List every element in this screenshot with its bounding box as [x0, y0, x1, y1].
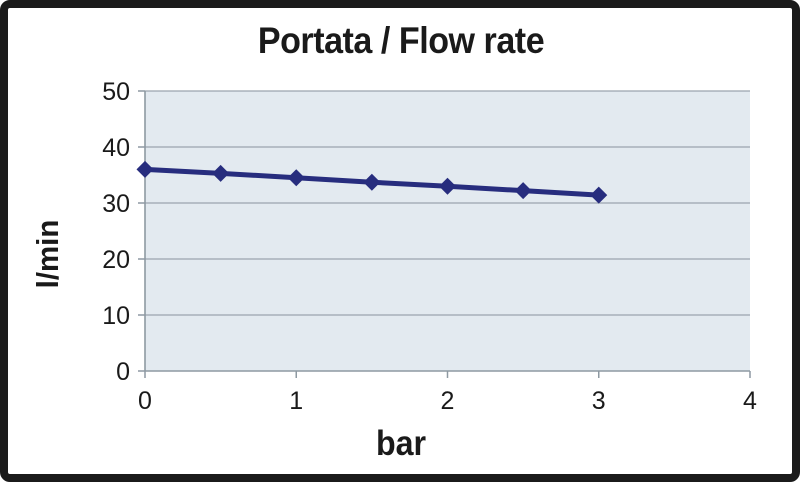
y-tick-label: 30 — [102, 190, 130, 218]
data-point-marker — [287, 169, 305, 187]
x-tick-label: 1 — [289, 387, 303, 415]
y-tick-label: 50 — [102, 78, 130, 106]
y-tick-label: 20 — [102, 246, 130, 274]
plot-area — [145, 91, 750, 371]
y-tick-label: 0 — [116, 358, 130, 386]
x-tick-label: 2 — [441, 387, 455, 415]
x-tick-label: 3 — [592, 387, 606, 415]
y-tick-label: 40 — [102, 134, 130, 162]
chart-title: Portata / Flow rate — [257, 20, 545, 61]
x-axis-label: bar — [375, 424, 427, 463]
y-tick-label: 10 — [102, 302, 130, 330]
data-point-marker — [136, 160, 154, 178]
data-point-marker — [514, 182, 532, 200]
data-point-marker — [590, 186, 608, 204]
data-point-marker — [212, 164, 230, 182]
x-tick-label: 0 — [138, 387, 152, 415]
data-point-marker — [439, 177, 456, 195]
x-tick-label: 4 — [743, 387, 757, 415]
flow-rate-chart: 0 10 20 30 40 50 0 1 2 3 4 — [102, 78, 757, 415]
data-point-marker — [363, 173, 381, 191]
